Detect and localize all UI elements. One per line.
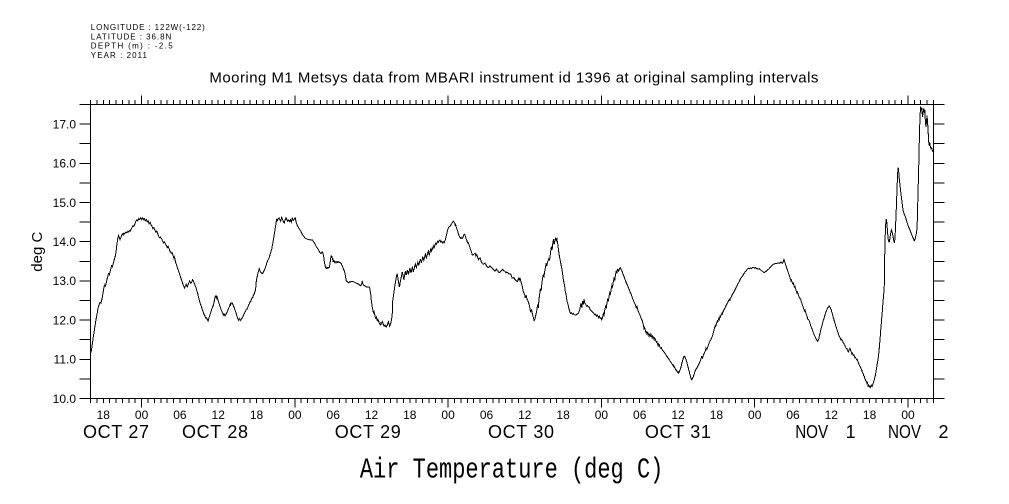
svg-text:12.0: 12.0 (53, 313, 77, 327)
svg-text:18: 18 (97, 408, 111, 422)
svg-text:NOV: NOV (795, 422, 828, 442)
svg-text:10.0: 10.0 (53, 392, 77, 406)
svg-text:YEAR : 2011: YEAR : 2011 (91, 51, 148, 60)
svg-text:15.0: 15.0 (53, 196, 77, 210)
svg-text:00: 00 (441, 408, 455, 422)
svg-text:18: 18 (556, 408, 570, 422)
svg-text:00: 00 (595, 408, 609, 422)
svg-text:LATITUDE : 36.8N: LATITUDE : 36.8N (91, 32, 172, 41)
svg-text:12: 12 (825, 408, 839, 422)
svg-text:Mooring M1 Metsys data from MB: Mooring M1 Metsys data from MBARI instru… (209, 69, 818, 86)
svg-text:11.0: 11.0 (54, 353, 77, 367)
svg-text:12: 12 (365, 408, 379, 422)
svg-text:18: 18 (403, 408, 417, 422)
svg-text:06: 06 (327, 408, 341, 422)
svg-text:00: 00 (748, 408, 762, 422)
svg-text:OCT 29: OCT 29 (335, 422, 401, 442)
svg-text:00: 00 (135, 408, 149, 422)
svg-text:18: 18 (250, 408, 264, 422)
svg-text:Air Temperature (deg C): Air Temperature (deg C) (360, 454, 663, 487)
svg-text:deg C: deg C (29, 232, 46, 272)
svg-text:12: 12 (518, 408, 532, 422)
svg-text:06: 06 (480, 408, 494, 422)
svg-text:12: 12 (212, 408, 226, 422)
svg-text:DEPTH (m) : -2.5: DEPTH (m) : -2.5 (91, 42, 173, 51)
svg-text:1: 1 (846, 422, 856, 442)
svg-text:18: 18 (710, 408, 724, 422)
svg-text:14.0: 14.0 (53, 235, 77, 249)
svg-text:NOV: NOV (888, 422, 921, 442)
svg-text:12: 12 (671, 408, 685, 422)
svg-text:06: 06 (173, 408, 187, 422)
svg-text:18: 18 (863, 408, 877, 422)
svg-text:OCT 28: OCT 28 (182, 422, 248, 442)
svg-text:13.0: 13.0 (53, 274, 77, 288)
svg-text:00: 00 (901, 408, 915, 422)
svg-text:OCT 27: OCT 27 (83, 422, 149, 442)
svg-text:2: 2 (939, 422, 949, 442)
svg-text:06: 06 (786, 408, 800, 422)
svg-text:17.0: 17.0 (53, 117, 77, 131)
svg-text:00: 00 (288, 408, 302, 422)
svg-text:16.0: 16.0 (53, 157, 77, 171)
svg-text:LONGITUDE : 122W(-122): LONGITUDE : 122W(-122) (91, 23, 205, 32)
svg-text:OCT 31: OCT 31 (645, 422, 711, 442)
svg-text:OCT 30: OCT 30 (488, 422, 554, 442)
svg-text:06: 06 (633, 408, 647, 422)
